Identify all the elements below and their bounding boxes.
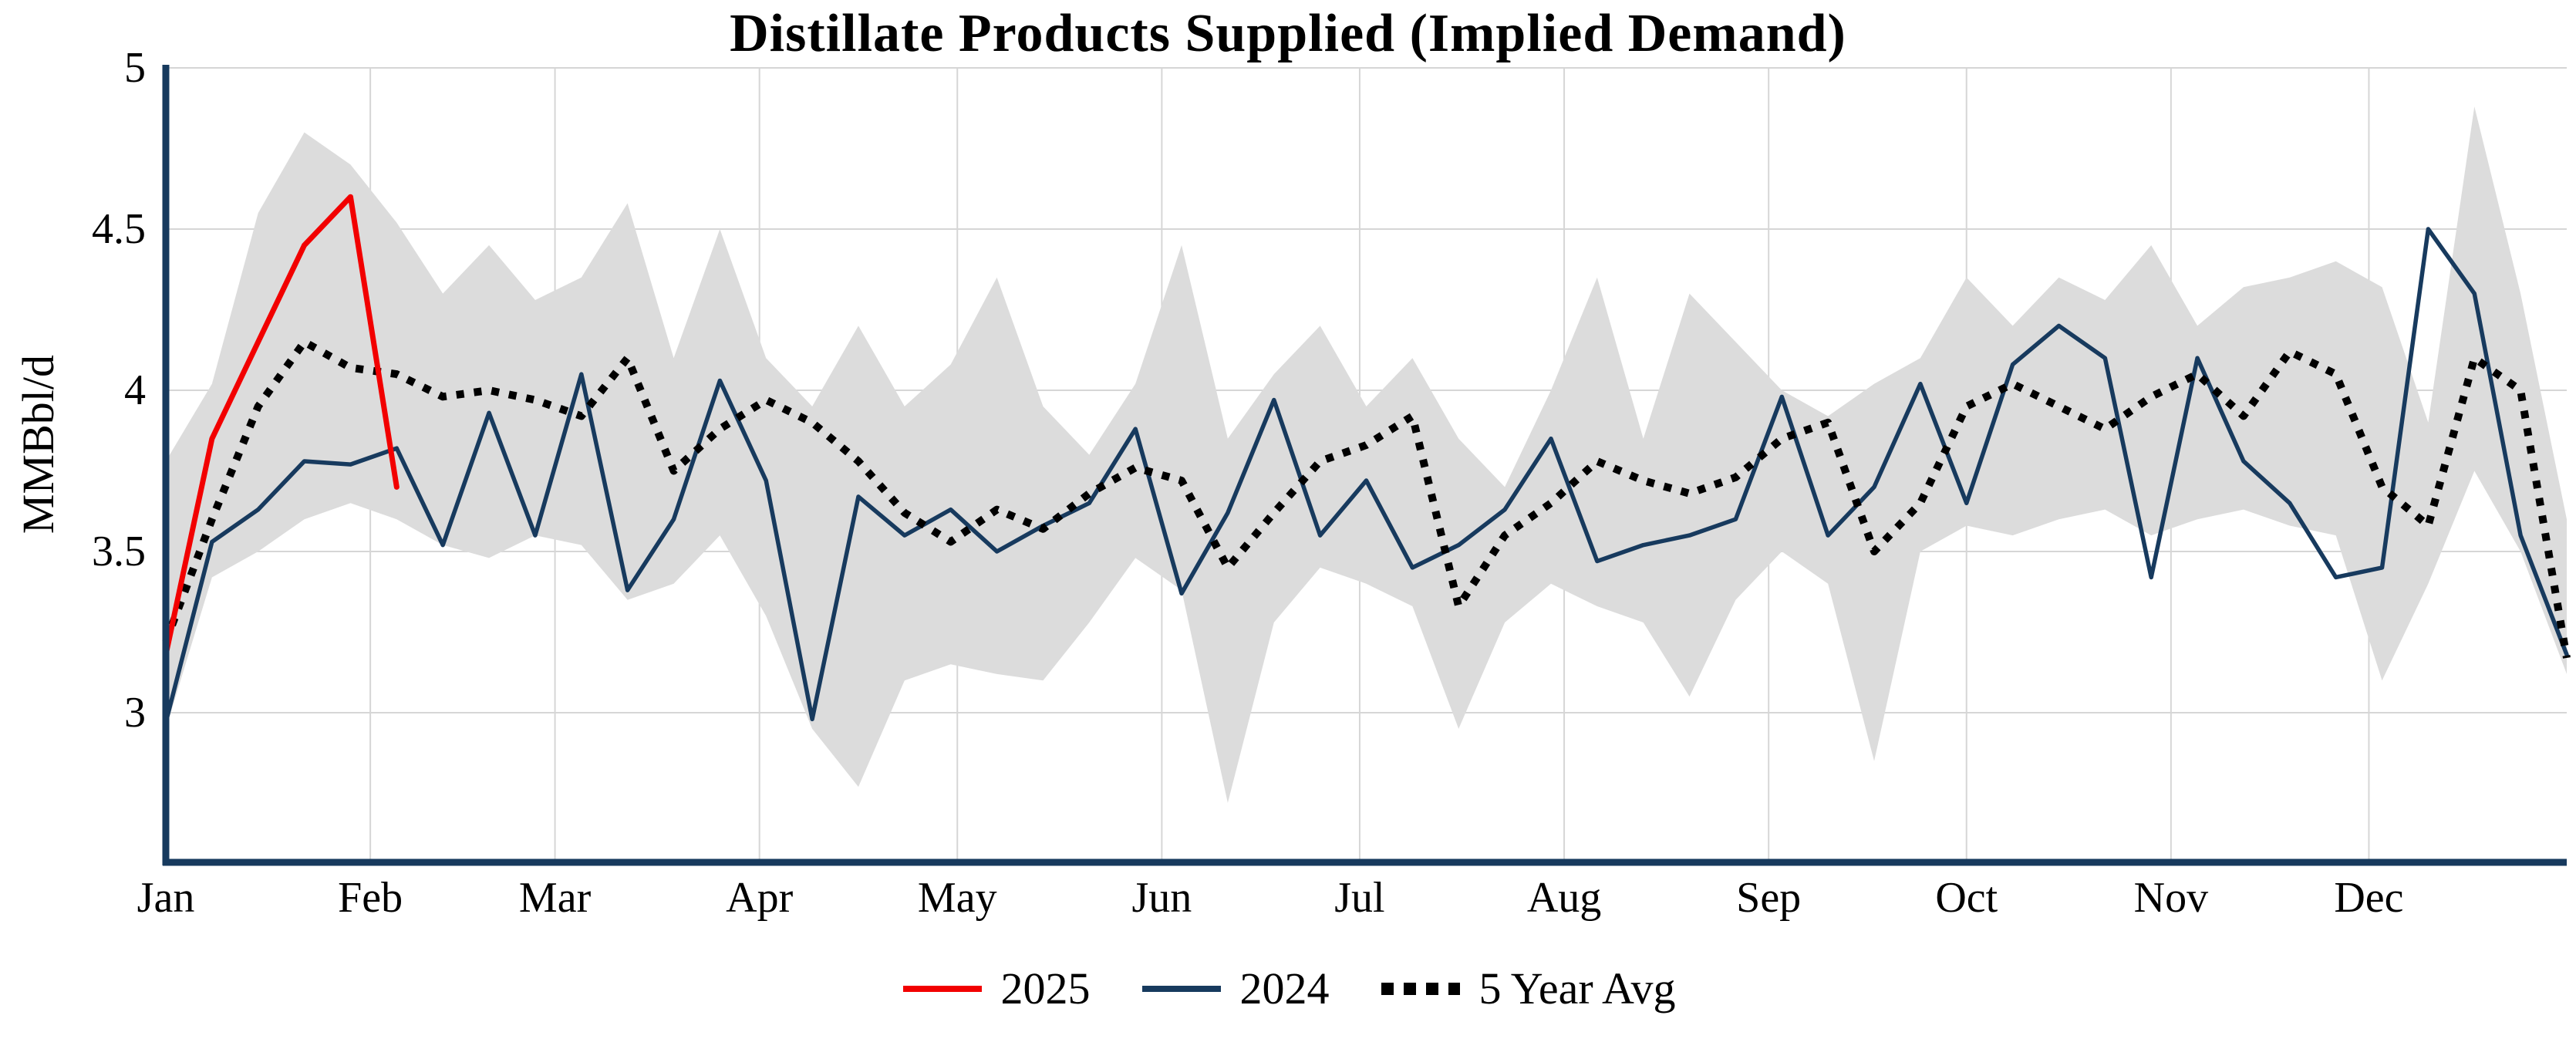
legend-line-2025-icon <box>903 985 983 992</box>
x-tick-label: Sep <box>1736 874 1801 922</box>
x-tick-label: Apr <box>726 874 793 922</box>
y-tick-label: 3.5 <box>92 528 146 575</box>
series-line-2024 <box>164 227 2569 725</box>
x-tick-label: Nov <box>2134 874 2208 922</box>
x-tick-label: Mar <box>519 874 592 922</box>
chart-title: Distillate Products Supplied (Implied De… <box>730 4 1846 63</box>
legend-line-2024-icon <box>1142 985 1222 992</box>
five-year-range-band <box>166 106 2567 804</box>
x-tick-label: Jun <box>1131 874 1192 922</box>
y-tick-label: 3 <box>124 689 146 737</box>
x-tick-label: Jul <box>1334 874 1384 922</box>
x-tick-label: Feb <box>338 874 403 922</box>
x-tick-label: Jan <box>137 874 195 922</box>
y-tick-label: 5 <box>124 44 146 92</box>
series-line-2025 <box>163 194 400 658</box>
legend: 2025 2024 5 Year Avg <box>0 963 2576 1014</box>
legend-label-2024: 2024 <box>1239 963 1330 1014</box>
y-tick-label: 4 <box>124 366 146 414</box>
series-line-5-year-avg <box>162 338 2571 659</box>
legend-item-2025: 2025 <box>900 963 1090 1014</box>
legend-line-5yr-avg-icon <box>1381 982 1461 995</box>
legend-label-2025: 2025 <box>1000 963 1091 1014</box>
x-tick-label: Aug <box>1527 874 1601 922</box>
x-tick-label: Dec <box>2334 874 2403 922</box>
legend-item-5yr-avg: 5 Year Avg <box>1378 963 1676 1014</box>
y-tick-label: 4.5 <box>92 205 146 253</box>
x-tick-label: Oct <box>1935 874 1998 922</box>
legend-label-5yr-avg: 5 Year Avg <box>1479 963 1676 1014</box>
x-tick-label: May <box>918 874 997 922</box>
legend-item-2024: 2024 <box>1139 963 1329 1014</box>
